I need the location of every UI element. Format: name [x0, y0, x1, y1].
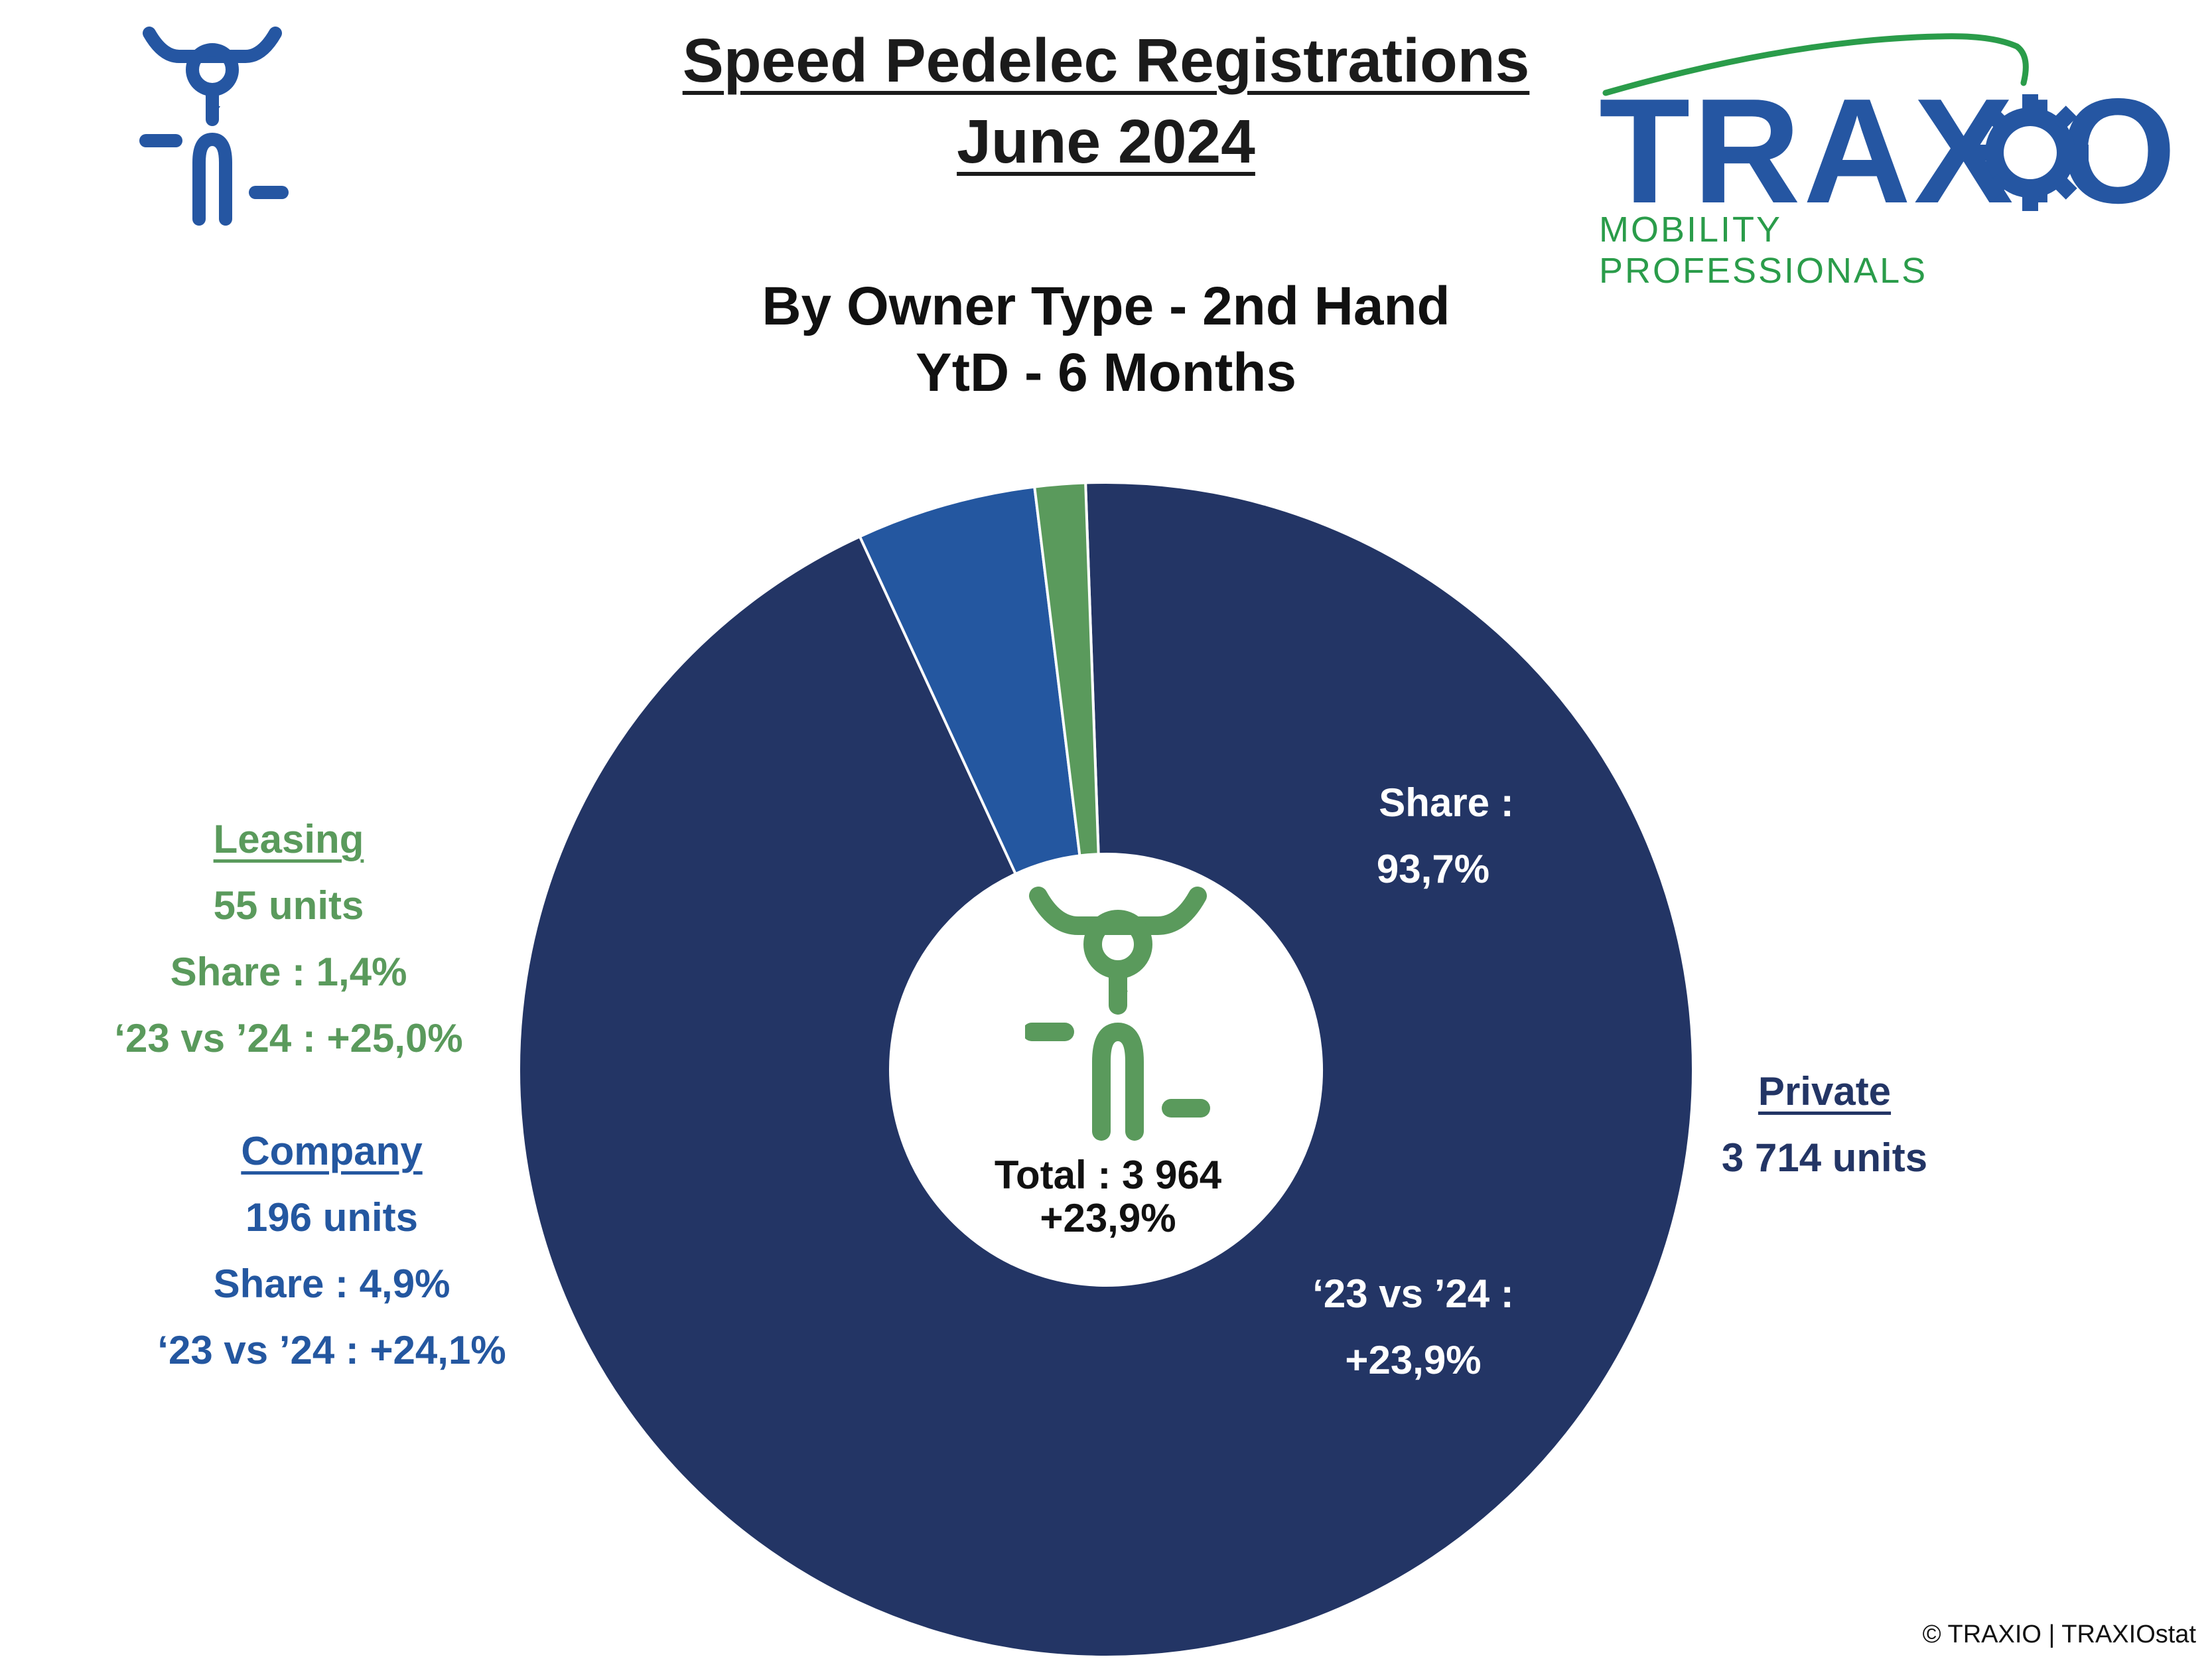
- leasing-change: ‘23 vs ’24 : +25,0%: [114, 1016, 463, 1060]
- total-change: +23,9%: [1040, 1196, 1176, 1240]
- leasing-units: 55 units: [213, 883, 364, 928]
- chart-subtitle: By Owner Type - 2nd Hand: [762, 276, 1450, 336]
- slice-company: [858, 485, 1081, 876]
- page-title-date: June 2024: [957, 107, 1255, 176]
- leasing-label: Leasing 55 units Share : 1,4% ‘23 vs ’24…: [60, 806, 518, 1072]
- page-title: Speed Pedelec Registrations: [682, 26, 1530, 95]
- copyright: © TRAXIO | TRAXIOstat: [1922, 1621, 2196, 1648]
- logo-swoosh: [1602, 33, 2029, 96]
- total-label: Total : 3 964: [994, 1153, 1222, 1197]
- private-change-value: +23,9%: [1345, 1338, 1482, 1382]
- private-share-label: Share :: [1379, 780, 1514, 825]
- leasing-share: Share : 1,4%: [170, 950, 407, 994]
- company-change: ‘23 vs ’24 : +24,1%: [157, 1328, 506, 1372]
- private-units: 3 714 units: [1721, 1135, 1928, 1180]
- private-share-value: 93,7%: [1376, 847, 1490, 891]
- leasing-name: Leasing: [213, 817, 364, 861]
- center-pedelec-icon: [1025, 887, 1210, 1141]
- private-name: Private: [1758, 1069, 1892, 1114]
- traxio-logo: TRAXIO MOBILITY PROFESSIONALS: [1592, 20, 2176, 291]
- company-label: Company 196 units Share : 4,9% ‘23 vs ’2…: [100, 1118, 564, 1384]
- private-label: Private 3 714 units: [1659, 1058, 1990, 1191]
- company-units: 196 units: [245, 1195, 419, 1240]
- slice-private: [518, 481, 1694, 1658]
- company-share: Share : 4,9%: [213, 1262, 450, 1306]
- private-change-label: ‘23 vs ’24 :: [1312, 1271, 1514, 1316]
- gear-icon: [1972, 94, 2089, 211]
- slice-leasing: [1033, 481, 1100, 857]
- speed-pedelec-icon: [139, 27, 289, 226]
- company-name: Company: [241, 1129, 423, 1173]
- chart-subtitle-period: YtD - 6 Months: [916, 342, 1296, 403]
- logo-tagline: MOBILITY PROFESSIONALS: [1599, 210, 1928, 291]
